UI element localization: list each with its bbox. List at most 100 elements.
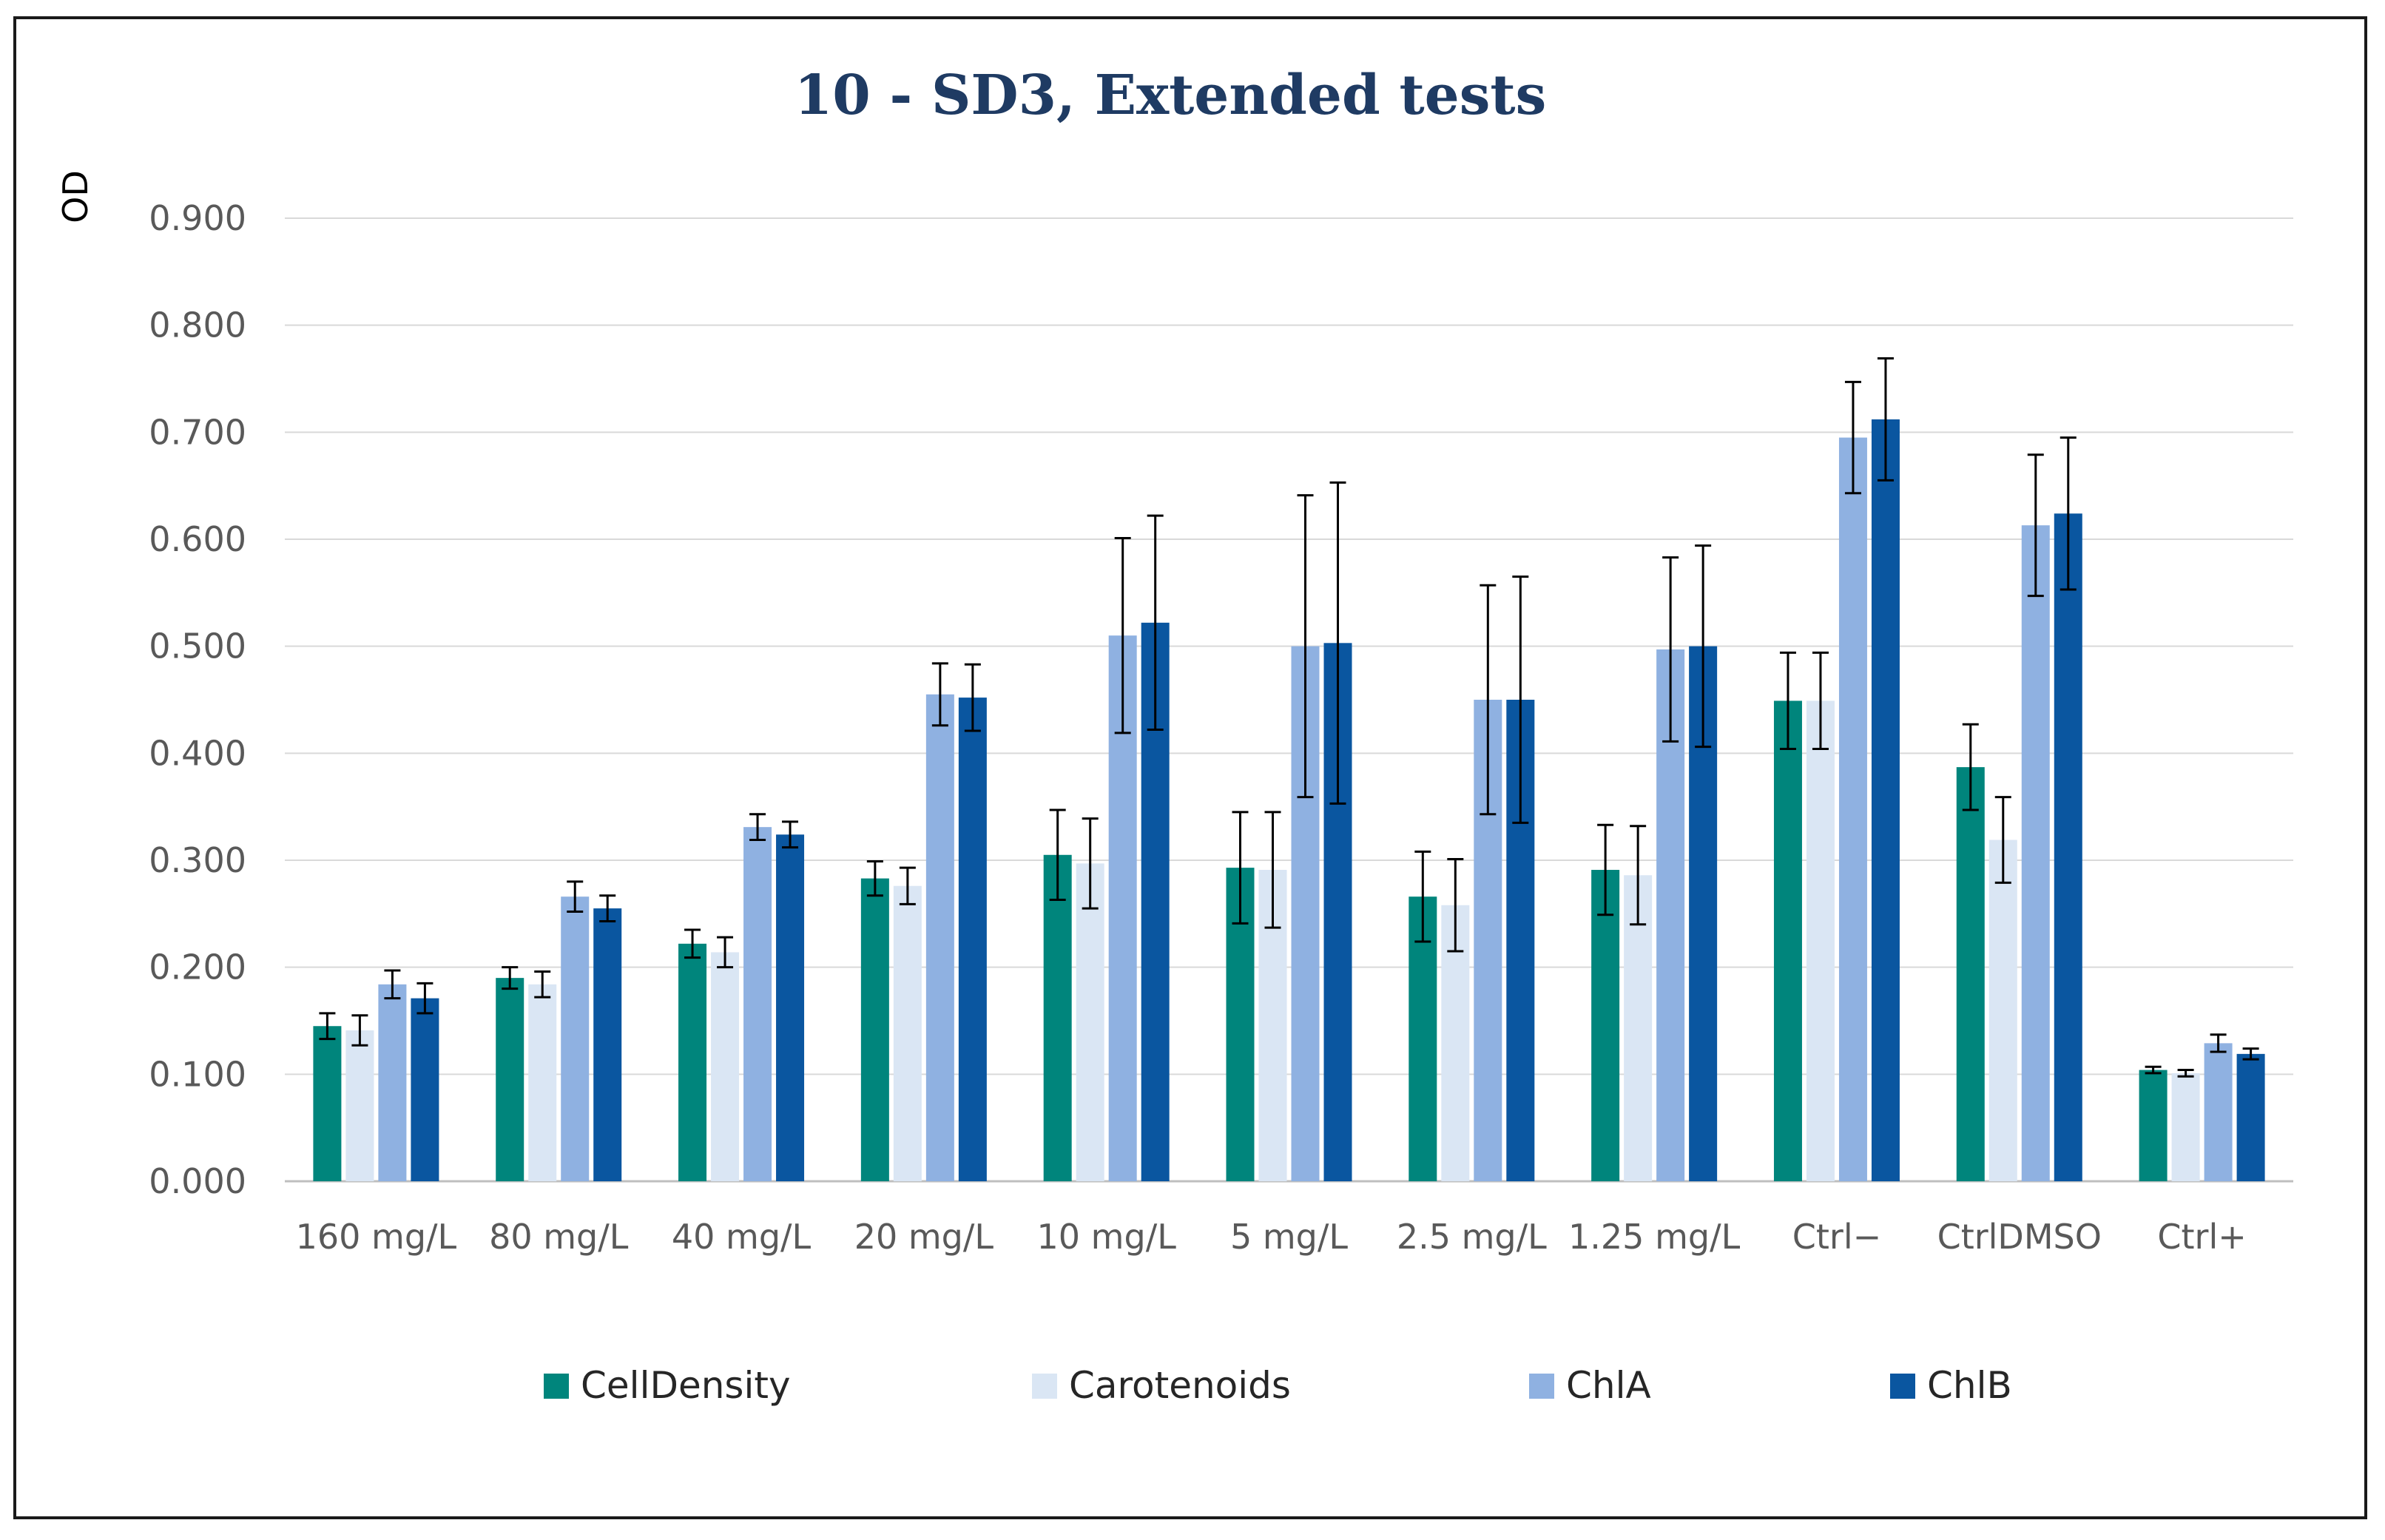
- error-bar: [1779, 651, 1796, 751]
- bar-chlb: [776, 834, 805, 1181]
- x-tick-label: 20 mg/L: [854, 1217, 994, 1257]
- bar-carotenoids: [528, 984, 557, 1181]
- error-bar: [1329, 481, 1346, 805]
- bar-chlb: [958, 698, 987, 1181]
- error-bar: [1812, 651, 1829, 751]
- y-tick-label: 0.300: [149, 840, 246, 880]
- error-bar: [717, 936, 734, 969]
- bar-carotenoids: [345, 1030, 374, 1181]
- y-tick-label: 0.500: [149, 627, 246, 666]
- error-bar: [2210, 1033, 2227, 1053]
- y-tick-label: 0.800: [149, 305, 246, 345]
- error-bar: [2060, 436, 2077, 591]
- bar-celldensity: [678, 943, 707, 1181]
- legend-item-chla: ChlA: [1529, 1364, 1651, 1407]
- bar-chlb: [1871, 419, 1900, 1181]
- error-bar: [534, 970, 551, 999]
- legend-swatch: [1032, 1374, 1057, 1399]
- error-bar: [1630, 825, 1647, 926]
- y-axis-label: OD: [55, 170, 95, 223]
- error-bar: [684, 928, 701, 959]
- error-bar: [1877, 357, 1894, 482]
- bar-chlb: [411, 998, 439, 1181]
- bar-carotenoids: [711, 952, 740, 1181]
- bar-chla: [378, 984, 407, 1181]
- error-bar: [1049, 808, 1066, 902]
- error-bar: [2145, 1065, 2162, 1075]
- error-bar: [1844, 380, 1861, 495]
- legend-label: Carotenoids: [1069, 1364, 1291, 1407]
- bar-chlb: [2054, 513, 2082, 1181]
- legend-item-celldensity: CellDensity: [544, 1364, 791, 1407]
- error-bar: [1480, 584, 1497, 816]
- x-tick-label: Ctrl−: [1792, 1217, 1881, 1257]
- error-bar: [2242, 1047, 2259, 1061]
- bar-celldensity: [1773, 700, 1802, 1181]
- error-bar: [416, 982, 434, 1015]
- y-tick-label: 0.000: [149, 1161, 246, 1201]
- y-tick-label: 0.400: [149, 733, 246, 773]
- x-tick-label: 80 mg/L: [489, 1217, 629, 1257]
- y-tick-label: 0.100: [149, 1054, 246, 1094]
- y-tick-label: 0.600: [149, 519, 246, 559]
- x-tick-label: 1.25 mg/L: [1568, 1217, 1741, 1257]
- bar-celldensity: [1043, 854, 1072, 1181]
- bar-celldensity: [313, 1026, 342, 1181]
- legend-label: ChlB: [1927, 1364, 2012, 1407]
- error-bar: [599, 894, 616, 922]
- bar-chla: [2204, 1043, 2233, 1181]
- bar-carotenoids: [893, 885, 922, 1181]
- bar-celldensity: [1409, 896, 1437, 1181]
- bar-chla: [2021, 525, 2050, 1181]
- error-bar: [964, 663, 981, 732]
- bar-chla: [925, 694, 954, 1181]
- bar-celldensity: [2139, 1070, 2168, 1181]
- x-tick-label: 40 mg/L: [672, 1217, 812, 1257]
- bar-celldensity: [496, 978, 524, 1181]
- legend: CellDensity Carotenoids ChlA ChlB: [544, 1364, 2012, 1407]
- x-tick-label: CtrlDMSO: [1937, 1217, 2102, 1257]
- error-bar: [2177, 1069, 2194, 1078]
- error-bar: [1114, 537, 1131, 734]
- legend-swatch: [1529, 1374, 1554, 1399]
- error-bar: [2027, 453, 2044, 598]
- error-bar: [1994, 796, 2011, 884]
- legend-item-chlb: ChlB: [1890, 1364, 2012, 1407]
- error-bar: [1695, 544, 1712, 749]
- bar-celldensity: [1956, 767, 1985, 1181]
- bar-chla: [561, 896, 590, 1181]
- error-bar: [1962, 723, 1979, 811]
- error-bar: [899, 866, 916, 905]
- error-bar: [567, 880, 584, 913]
- bar-carotenoids: [1076, 863, 1104, 1181]
- legend-swatch: [1890, 1374, 1915, 1399]
- bars: [313, 419, 2265, 1181]
- x-tick-label: 160 mg/L: [296, 1217, 457, 1257]
- y-tick-label: 0.900: [149, 198, 246, 238]
- error-bar: [749, 813, 766, 842]
- x-tick-label: 10 mg/L: [1037, 1217, 1177, 1257]
- bar-carotenoids: [2171, 1073, 2200, 1181]
- x-tick-label: 2.5 mg/L: [1397, 1217, 1547, 1257]
- legend-label: ChlA: [1566, 1364, 1651, 1407]
- error-bar: [1232, 811, 1249, 925]
- x-tick-label: 5 mg/L: [1230, 1217, 1348, 1257]
- bar-chla: [1838, 437, 1867, 1181]
- bar-celldensity: [1591, 870, 1620, 1181]
- y-tick-label: 0.200: [149, 948, 246, 987]
- error-bar: [866, 860, 883, 897]
- error-bar: [1414, 850, 1431, 943]
- error-bar: [1297, 494, 1314, 799]
- error-bar: [319, 1012, 336, 1041]
- error-bar: [1662, 556, 1679, 743]
- y-tick-label: 0.700: [149, 412, 246, 452]
- error-bar: [1264, 811, 1281, 929]
- legend-swatch: [544, 1374, 569, 1399]
- error-bars: [319, 357, 2259, 1078]
- bar-carotenoids: [1988, 840, 2017, 1181]
- error-bar: [1147, 514, 1164, 732]
- error-bar: [1512, 575, 1529, 824]
- legend-item-carotenoids: Carotenoids: [1032, 1364, 1291, 1407]
- bar-chla: [743, 827, 772, 1181]
